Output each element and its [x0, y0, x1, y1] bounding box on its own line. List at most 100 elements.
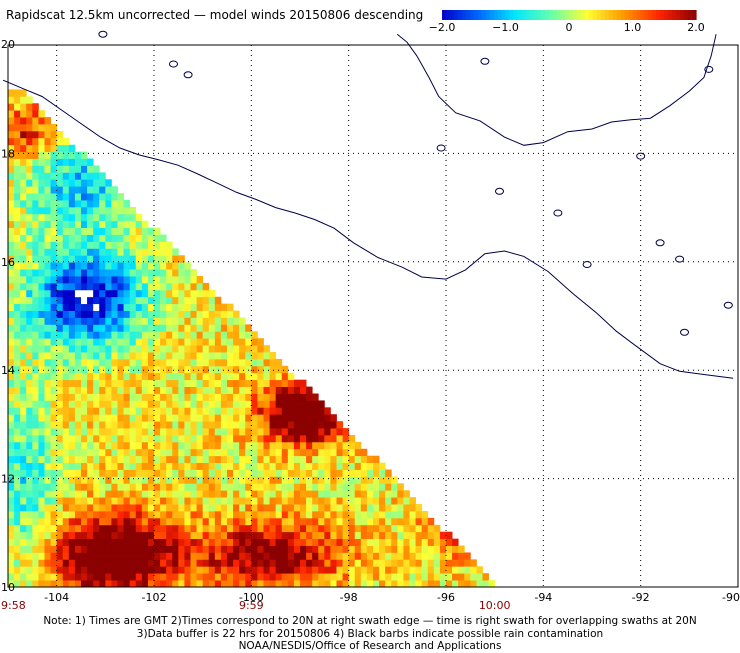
swath-cell	[38, 434, 45, 443]
swath-cell	[44, 434, 51, 443]
swath-cell	[202, 580, 210, 588]
swath-cell	[123, 262, 131, 270]
swath-cell	[105, 448, 112, 457]
swath-cell	[306, 462, 313, 470]
swath-cell	[117, 455, 124, 464]
swath-cell	[117, 241, 124, 249]
swath-cell	[68, 234, 76, 242]
swath-cell	[214, 338, 222, 346]
swath-cell	[190, 434, 197, 443]
swath-cell	[105, 365, 112, 374]
swath-cell	[184, 303, 191, 311]
swath-cell	[50, 434, 58, 443]
swath-cell	[56, 372, 64, 381]
swath-cell	[32, 248, 39, 256]
swath-cell	[172, 455, 179, 464]
swath-cell	[202, 476, 210, 484]
swath-cell	[8, 573, 15, 581]
swath-cell	[318, 414, 325, 422]
swath-cell	[233, 510, 240, 519]
swath-cell	[8, 193, 15, 201]
swath-cell	[318, 538, 325, 546]
swath-cell	[172, 524, 179, 533]
swath-cell	[141, 310, 149, 318]
swath-cell	[439, 573, 447, 581]
swath-cell	[87, 469, 94, 477]
colorbar-segment	[604, 10, 610, 20]
swath-cell	[105, 331, 112, 339]
swath-cell	[312, 538, 319, 546]
swath-cell	[227, 462, 234, 470]
swath-cell	[8, 469, 15, 477]
swath-cell	[220, 517, 228, 526]
swath-cell	[166, 462, 173, 470]
swath-cell	[342, 483, 350, 491]
swath-cell	[68, 158, 76, 166]
swath-cell	[379, 490, 386, 498]
swath-cell	[202, 434, 210, 443]
swath-cell	[68, 241, 76, 249]
swath-cell	[44, 324, 51, 332]
swath-cell	[366, 573, 374, 581]
swath-cell	[403, 517, 410, 526]
swath-cell	[160, 372, 167, 381]
swath-cell	[74, 358, 82, 367]
swath-cell	[220, 559, 228, 567]
swath-cell	[336, 545, 343, 553]
swath-cell	[202, 517, 210, 526]
swath-cell	[318, 510, 325, 519]
swath-cell	[409, 573, 416, 581]
swath-cell	[105, 193, 112, 201]
swath-cell	[68, 407, 76, 415]
swath-cell	[306, 566, 313, 574]
swath-cell	[385, 524, 392, 533]
swath-cell	[26, 517, 33, 526]
swath-cell	[74, 428, 82, 436]
swath-cell	[99, 227, 106, 235]
swath-cell	[324, 580, 331, 588]
swath-cell	[117, 441, 124, 450]
swath-cell	[227, 421, 234, 429]
swath-cell	[233, 531, 240, 540]
swath-cell	[287, 400, 295, 408]
swath-cell	[32, 282, 39, 291]
swath-cell	[415, 510, 423, 519]
swath-cell	[324, 434, 331, 443]
swath-cell	[20, 407, 27, 415]
colorbar-segment	[545, 10, 550, 20]
swath-cell	[123, 296, 131, 305]
swath-cell	[50, 234, 58, 242]
swath-cell	[275, 580, 283, 588]
swath-cell	[154, 448, 161, 457]
swath-cell	[105, 213, 112, 222]
swath-cell	[20, 497, 27, 505]
swath-cell	[178, 282, 185, 291]
swath-cell	[366, 559, 374, 567]
swath-cell	[251, 414, 258, 422]
colorbar-segment	[580, 10, 586, 20]
swath-cell	[32, 151, 39, 159]
swath-cell	[129, 510, 137, 519]
swath-cell	[239, 317, 246, 325]
swath-cell	[172, 400, 179, 408]
swath-cell	[111, 441, 118, 450]
swath-cell	[38, 137, 45, 146]
swath-cell	[281, 552, 289, 560]
swath-cell	[38, 241, 45, 249]
swath-cell	[74, 573, 82, 581]
swath-cell	[99, 296, 106, 305]
swath-cell	[348, 573, 356, 581]
swath-cell	[38, 269, 45, 277]
swath-cell	[26, 469, 33, 477]
swath-cell	[129, 227, 137, 235]
swath-cell	[178, 441, 185, 450]
swath-cell	[354, 566, 362, 574]
swath-cell	[160, 455, 167, 464]
swath-cell	[50, 441, 58, 450]
swath-cell	[105, 296, 112, 305]
swath-cell	[324, 448, 331, 457]
swath-cell	[172, 352, 179, 360]
swath-cell	[421, 566, 429, 574]
swath-cell	[366, 538, 374, 546]
swath-cell	[68, 483, 76, 491]
